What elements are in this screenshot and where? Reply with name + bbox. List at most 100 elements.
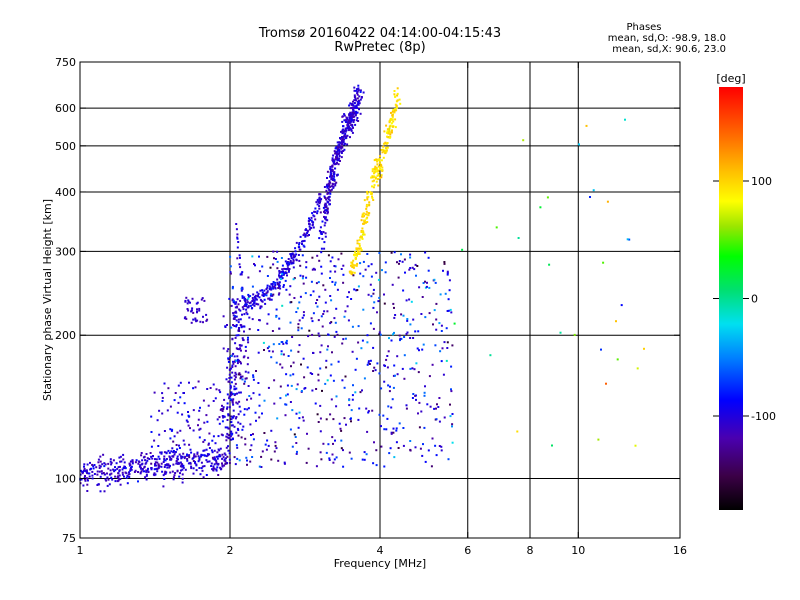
echo-point (356, 97, 359, 100)
echo-point (172, 455, 175, 458)
echo-point (348, 125, 350, 128)
echo-point (219, 391, 222, 394)
echo-point (187, 300, 190, 303)
echo-point (317, 332, 320, 335)
echo-point (241, 271, 244, 274)
echo-point (341, 342, 344, 345)
echo-point (362, 214, 365, 217)
echo-point (368, 363, 371, 365)
echo-point (331, 164, 334, 167)
echo-point (376, 362, 379, 365)
echo-point (333, 175, 336, 178)
echo-point (281, 304, 284, 307)
echo-point (260, 305, 263, 308)
echo-point (212, 400, 215, 402)
echo-point (344, 337, 347, 340)
echo-point (373, 172, 375, 175)
echo-point (318, 229, 321, 232)
echo-point (134, 469, 137, 472)
echo-point (362, 91, 365, 94)
echo-point (332, 379, 335, 382)
echo-point (235, 373, 238, 376)
echo-point (402, 427, 405, 429)
echo-point (327, 182, 330, 185)
echo-point (344, 310, 347, 313)
echo-point (261, 412, 263, 415)
echo-point (324, 235, 327, 238)
echo-point (126, 475, 129, 477)
echo-point (261, 450, 264, 453)
echo-point (163, 382, 166, 385)
echo-point (349, 270, 352, 273)
echo-point (352, 111, 355, 114)
echo-point (265, 292, 268, 295)
echo-point (326, 170, 329, 173)
echo-point (308, 220, 310, 223)
echo-point (298, 301, 301, 304)
echo-point (187, 424, 190, 427)
echo-point (414, 446, 417, 449)
echo-point (251, 300, 254, 302)
echo-point (92, 465, 95, 468)
echo-point (377, 278, 380, 281)
echo-point (383, 293, 385, 296)
echo-point (227, 445, 229, 448)
echo-point (121, 468, 124, 471)
echo-point (150, 431, 153, 433)
echo-point (206, 460, 209, 463)
echo-point (343, 417, 346, 420)
echo-point (157, 463, 160, 466)
echo-point (342, 449, 344, 452)
echo-point (334, 182, 337, 185)
echo-point (190, 451, 193, 454)
echo-point (163, 451, 166, 454)
echo-point (244, 303, 247, 306)
echo-point (181, 481, 184, 484)
echo-point (144, 459, 147, 462)
echo-point (315, 302, 317, 305)
echo-point (199, 473, 202, 476)
echo-point (217, 448, 220, 451)
echo-point (302, 234, 305, 237)
echo-point (326, 197, 329, 200)
echo-point (332, 186, 335, 189)
echo-point (346, 124, 349, 127)
echo-point (217, 474, 220, 476)
echo-point (251, 318, 254, 321)
echo-point (248, 328, 251, 331)
echo-point (274, 258, 277, 260)
echo-point (293, 277, 296, 280)
echo-point (349, 107, 352, 110)
echo-point (290, 262, 293, 265)
echo-point (412, 318, 415, 321)
echo-point (353, 288, 356, 291)
echo-point (84, 475, 86, 477)
echo-point (371, 168, 374, 171)
echo-point (172, 478, 175, 481)
echo-point (213, 456, 216, 459)
echo-point (338, 145, 341, 148)
echo-point (234, 371, 237, 374)
echo-point (145, 453, 148, 455)
echo-point (244, 301, 247, 304)
echo-point (317, 421, 320, 423)
echo-point (320, 315, 323, 318)
echo-point (306, 366, 309, 369)
echo-point (188, 454, 191, 457)
echo-point (290, 349, 293, 352)
echo-point (183, 443, 186, 446)
echo-point (104, 463, 107, 466)
echo-point (435, 454, 438, 457)
echo-point (229, 435, 232, 438)
echo-point (423, 426, 426, 429)
echo-point (195, 469, 198, 472)
echo-point (578, 143, 580, 146)
echo-point (139, 464, 142, 467)
echo-point (345, 423, 347, 426)
echo-point (238, 308, 241, 311)
echo-point (435, 407, 437, 410)
echo-point (319, 211, 322, 214)
echo-point (380, 165, 383, 167)
echo-point (355, 105, 358, 108)
echo-point (388, 452, 391, 455)
